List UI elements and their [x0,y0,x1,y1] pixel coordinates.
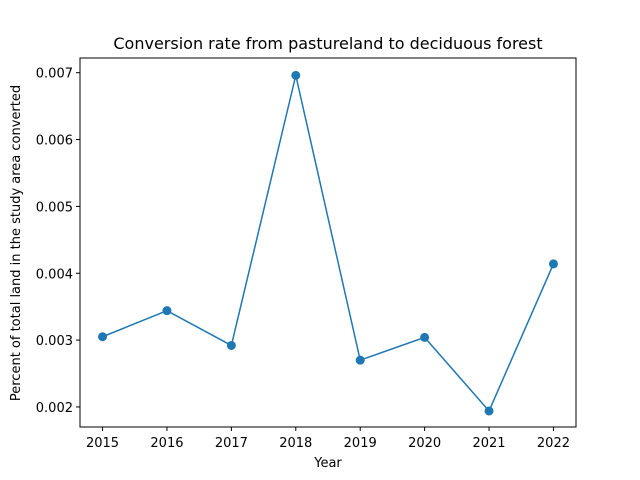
x-tick-label: 2016 [150,436,183,451]
y-tick-label: 0.002 [36,401,73,416]
y-tick-label: 0.004 [36,267,73,282]
y-tick-label: 0.003 [36,334,73,349]
x-axis-label: Year [313,456,342,471]
x-tick-label: 2022 [537,436,570,451]
data-point-2019 [355,355,365,365]
x-axis-ticks: 2015 2016 2017 2018 2019 2020 2021 2022 [86,427,570,451]
chart-title: Conversion rate from pastureland to deci… [113,34,542,53]
data-point-2017 [226,340,236,350]
data-point-2015 [98,332,108,342]
y-axis-label: Percent of total land in the study area … [9,85,24,401]
x-tick-label: 2018 [279,436,312,451]
x-tick-label: 2020 [408,436,441,451]
data-point-2020 [420,332,430,342]
y-tick-label: 0.005 [36,200,73,215]
data-point-2016 [162,306,172,316]
axes-frame [79,57,577,428]
data-point-2021 [484,406,494,416]
x-tick-label: 2021 [472,436,505,451]
data-point-2018 [291,70,301,80]
x-tick-label: 2019 [344,436,377,451]
y-tick-label: 0.006 [36,134,73,149]
x-tick-label: 2015 [86,436,119,451]
x-tick-label: 2017 [215,436,248,451]
series-line [102,75,555,413]
plot-area [98,70,558,416]
y-tick-label: 0.007 [36,67,73,82]
y-axis-ticks: 0.002 0.003 0.004 0.005 0.006 0.007 [36,67,80,416]
data-point-2022 [548,259,558,269]
